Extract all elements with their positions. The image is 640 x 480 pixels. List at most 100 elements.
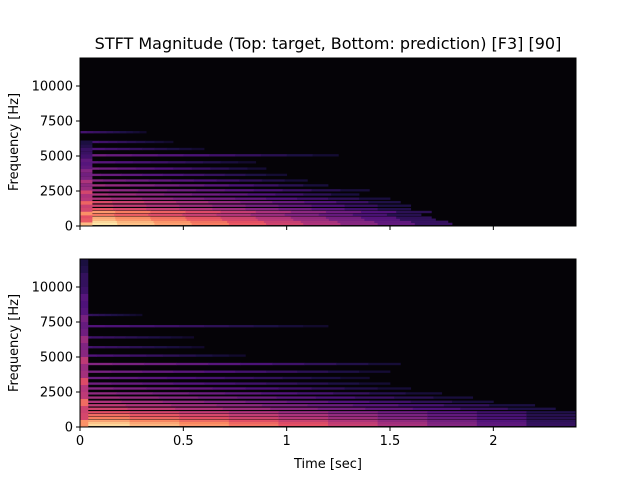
harmonic-segment — [188, 392, 226, 395]
harmonic-segment — [80, 210, 116, 214]
harmonic-segment — [239, 179, 263, 182]
harmonic-segment — [220, 210, 257, 214]
harmonic-segment — [148, 336, 160, 339]
harmonic-segment — [129, 413, 180, 417]
harmonic-segment — [97, 161, 116, 164]
harmonic-segment — [144, 362, 177, 366]
harmonic-segment — [142, 346, 155, 349]
harmonic-segment — [182, 336, 195, 339]
harmonic-segment — [159, 336, 172, 339]
axes-frame — [79, 258, 577, 428]
harmonic-segment — [297, 197, 329, 200]
harmonic-segment — [204, 400, 246, 403]
harmonic-segment — [111, 370, 143, 373]
harmonic-segment — [129, 411, 180, 414]
harmonic-segment — [80, 362, 113, 366]
harmonic-segment — [278, 387, 312, 390]
harmonic-segment — [154, 325, 180, 328]
harmonic-segment — [368, 362, 401, 366]
harmonic-segment — [112, 201, 145, 204]
harmonic-segment — [331, 193, 360, 196]
onset-cell — [80, 322, 89, 329]
harmonic-segment — [162, 354, 180, 357]
onset-cell — [80, 336, 89, 343]
harmonic-segment — [247, 167, 267, 170]
harmonic-segment — [245, 173, 267, 177]
harmonic-segment — [135, 193, 165, 196]
harmonic-segment — [369, 400, 412, 403]
harmonic-segment — [146, 354, 164, 357]
harmonic-segment — [150, 161, 169, 164]
harmonic-segment — [191, 147, 205, 151]
panel-target: 0 2500 5000 7500 10000 Frequency [Hz] — [7, 57, 577, 235]
harmonic-segment — [228, 416, 279, 420]
harmonic-segment — [235, 197, 267, 200]
harmonic-segment — [117, 313, 124, 317]
harmonic-segment — [114, 336, 126, 339]
harmonic-segment — [224, 173, 246, 177]
harmonic-segment — [176, 362, 209, 366]
harmonic-segment — [204, 173, 226, 177]
harmonic-segment — [427, 423, 478, 427]
onset-cell — [80, 169, 93, 173]
harmonic-segment — [119, 396, 159, 399]
harmonic-segment — [297, 382, 329, 385]
onset-cell — [80, 357, 89, 364]
harmonic-segment — [222, 407, 271, 410]
onset-cell — [80, 315, 89, 322]
harmonic-segment — [278, 411, 329, 414]
harmonic-segment — [175, 407, 223, 410]
harmonic-segment — [278, 416, 329, 420]
onset-cell — [80, 172, 93, 177]
harmonic-segment — [129, 354, 147, 357]
onset-cell — [80, 413, 89, 420]
x-tick-label: 0 — [76, 434, 84, 449]
harmonic-segment — [303, 193, 332, 196]
harmonic-segment — [427, 421, 478, 424]
harmonic-segment — [123, 313, 130, 317]
harmonic-segment — [286, 400, 329, 403]
onset-cell — [80, 222, 93, 226]
harmonic-segment — [476, 411, 527, 414]
harmonic-segment — [386, 213, 422, 216]
harmonic-segment — [116, 392, 153, 395]
harmonic-segment — [270, 407, 319, 410]
harmonic-segment — [303, 325, 329, 328]
harmonic-segment — [135, 313, 143, 317]
harmonic-segment — [237, 396, 277, 399]
harmonic-segment — [377, 421, 428, 424]
onset-cell — [80, 259, 89, 266]
y-tick-label: 5000 — [40, 351, 73, 366]
harmonic-segment — [411, 220, 449, 223]
onset-cell — [80, 154, 93, 159]
harmonic-segment — [266, 382, 298, 385]
harmonic-segment — [507, 407, 556, 410]
harmonic-segment — [129, 423, 180, 427]
harmonic-segment — [209, 154, 236, 157]
harmonic-segment — [317, 407, 366, 410]
harmonic-segment — [412, 407, 461, 410]
harmonic-segment — [304, 201, 337, 204]
harmonic-segment — [275, 193, 304, 196]
harmonic-segment — [162, 173, 184, 177]
harmonic-segment — [476, 419, 527, 422]
harmonic-segment — [359, 197, 391, 200]
onset-cell — [80, 301, 89, 308]
harmonic-segment — [137, 376, 168, 380]
harmonic-segment — [137, 189, 168, 192]
harmonic-segment — [216, 404, 263, 407]
harmonic-segment — [80, 411, 130, 414]
harmonic-segment — [113, 208, 147, 211]
harmonic-segment — [311, 387, 345, 390]
harmonic-segment — [173, 167, 192, 170]
harmonic-segment — [240, 362, 273, 366]
harmonic-segment — [99, 131, 107, 134]
harmonic-segment — [173, 197, 205, 200]
harmonic-segment — [129, 147, 143, 151]
harmonic-segment — [204, 370, 236, 373]
harmonic-segment — [377, 208, 412, 211]
harmonic-segment — [80, 376, 110, 380]
harmonic-segment — [278, 208, 312, 211]
harmonic-segment — [325, 216, 362, 219]
harmonic-segment — [443, 404, 490, 407]
